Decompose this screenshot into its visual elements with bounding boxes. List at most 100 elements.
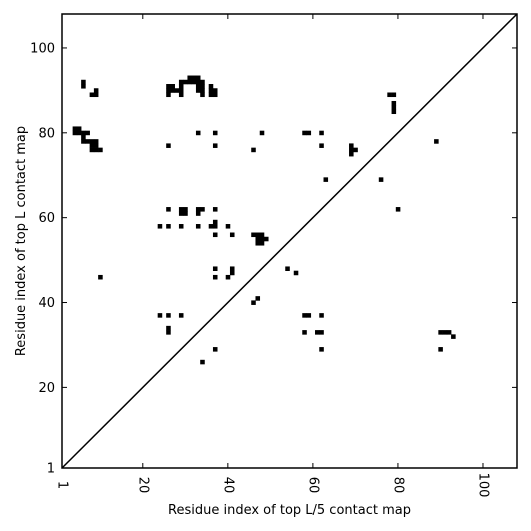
- contact-point: [72, 130, 78, 136]
- contact-point: [187, 79, 192, 85]
- contact-point: [178, 84, 184, 89]
- contact-point: [251, 232, 256, 238]
- contact-point: [208, 88, 214, 93]
- contact-point: [391, 100, 397, 106]
- contact-point: [212, 266, 218, 272]
- contact-point: [255, 236, 261, 242]
- contact-point: [263, 236, 269, 242]
- x-tick-label: 80: [390, 477, 405, 494]
- contact-point: [212, 130, 218, 136]
- contact-point: [391, 109, 397, 115]
- contact-point: [81, 84, 86, 89]
- contact-point: [353, 147, 358, 153]
- y-tick-label: 20: [38, 381, 55, 396]
- contact-point: [81, 130, 86, 136]
- contact-point: [451, 334, 456, 339]
- contact-point: [446, 330, 452, 335]
- contact-point: [395, 207, 401, 212]
- contact-point: [285, 266, 290, 272]
- diagonal-line: [61, 13, 518, 469]
- contact-point: [378, 177, 384, 182]
- contact-point: [81, 79, 86, 85]
- contact-point: [93, 88, 99, 93]
- contact-point: [442, 330, 448, 335]
- contact-point: [170, 88, 175, 93]
- contact-point: [85, 139, 90, 144]
- y-tick-label: 40: [38, 296, 55, 311]
- contact-point: [166, 313, 171, 318]
- contact-point: [391, 105, 397, 110]
- contact-point: [72, 126, 78, 131]
- contact-point: [183, 211, 188, 216]
- contact-point: [229, 266, 235, 272]
- contact-point: [195, 84, 201, 89]
- contact-point: [212, 224, 218, 229]
- x-tick-label: 60: [305, 477, 320, 494]
- contact-point: [89, 143, 95, 148]
- contact-point: [166, 143, 171, 148]
- contact-point: [212, 88, 218, 93]
- contact-point: [187, 75, 192, 81]
- contact-point: [200, 79, 205, 85]
- contact-point: [183, 207, 188, 212]
- contact-point: [89, 147, 95, 153]
- contact-point: [319, 130, 324, 136]
- contact-point: [293, 270, 299, 276]
- contact-point: [212, 347, 218, 352]
- contact-point: [349, 151, 354, 157]
- contact-point: [438, 330, 443, 335]
- contact-point: [195, 88, 201, 93]
- contact-point: [81, 134, 86, 140]
- contact-point: [93, 139, 99, 144]
- contact-point: [85, 130, 90, 136]
- x-axis-ticks: 1 20 40 60 80 100: [55, 14, 490, 498]
- contact-point: [191, 75, 197, 81]
- contact-point: [93, 92, 99, 98]
- contact-point: [178, 88, 184, 93]
- contact-point: [251, 300, 256, 305]
- y-tick-label: 100: [30, 41, 55, 56]
- contact-point: [225, 274, 231, 280]
- contact-point: [323, 177, 329, 182]
- y-tick-label: 1: [47, 462, 55, 477]
- y-tick-label: 80: [38, 126, 55, 141]
- contact-point: [166, 88, 171, 93]
- plot-area: [61, 13, 518, 469]
- contact-point: [259, 236, 265, 242]
- contact-point: [195, 207, 201, 212]
- contact-point: [391, 92, 397, 98]
- contact-point: [178, 79, 184, 85]
- x-tick-label: 100: [475, 473, 490, 498]
- y-axis-label: Residue index of top L contact map: [14, 126, 29, 356]
- contact-point: [166, 325, 171, 331]
- contact-point: [170, 84, 175, 89]
- contact-point: [319, 313, 324, 318]
- contact-point: [302, 130, 307, 136]
- contact-point: [195, 75, 201, 81]
- y-tick-label: 60: [38, 211, 55, 226]
- contact-point: [76, 126, 82, 131]
- contact-point: [319, 347, 324, 352]
- contact-point: [434, 139, 439, 144]
- contact-point: [200, 88, 205, 93]
- x-tick-label: 40: [220, 477, 235, 494]
- contact-point: [89, 139, 95, 144]
- contact-point: [306, 313, 312, 318]
- contact-point: [174, 88, 180, 93]
- contact-point: [251, 147, 256, 153]
- contact-point: [200, 84, 205, 89]
- contact-point: [76, 130, 82, 136]
- contact-point: [200, 359, 205, 365]
- contact-point: [212, 219, 218, 225]
- contact-point: [195, 211, 201, 216]
- contact-point: [259, 232, 265, 238]
- contact-point: [259, 241, 265, 246]
- contact-point: [208, 92, 214, 98]
- contact-point: [255, 241, 261, 246]
- contact-point: [229, 232, 235, 238]
- contact-point: [191, 79, 197, 85]
- contact-point: [349, 143, 354, 148]
- contact-points: [72, 75, 456, 365]
- contact-point: [178, 224, 184, 229]
